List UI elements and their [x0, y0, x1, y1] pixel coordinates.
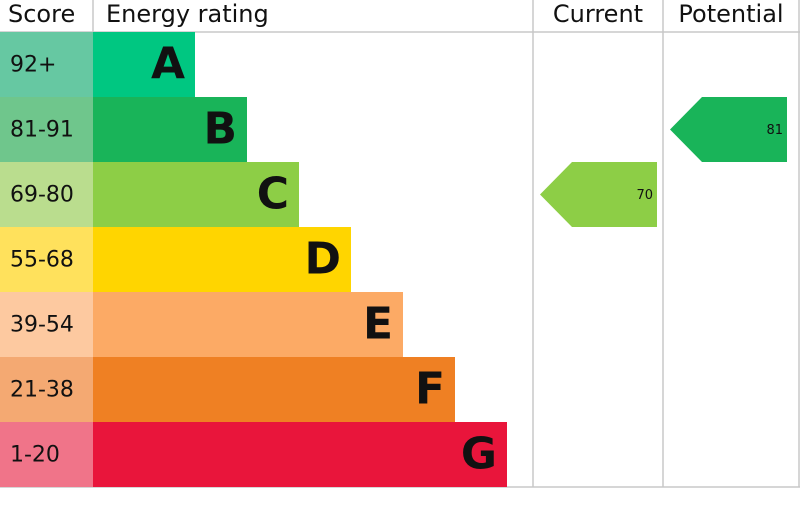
current-arrow [540, 162, 657, 227]
rating-bar [93, 97, 247, 162]
score-cell [0, 162, 93, 227]
score-label: 55-68 [10, 248, 74, 273]
score-cell [0, 422, 93, 487]
score-cell [0, 32, 93, 97]
score-label: 81-91 [10, 118, 74, 143]
rating-bar [93, 162, 299, 227]
rating-bar [93, 357, 455, 422]
potential-arrow [670, 97, 787, 162]
rating-letter: D [304, 234, 341, 285]
rating-letter: F [415, 364, 445, 415]
potential-header: Potential [678, 0, 783, 28]
rating-letter: G [461, 429, 497, 480]
potential-value: 81 [766, 123, 783, 138]
score-cell [0, 227, 93, 292]
rating-bar [93, 32, 195, 97]
current-value: 70 [636, 188, 653, 203]
rating-bar [93, 227, 351, 292]
rating-letter: C [257, 169, 289, 220]
rating-header: Energy rating [106, 0, 269, 28]
score-label: 1-20 [10, 443, 60, 468]
score-cell [0, 292, 93, 357]
score-label: 39-54 [10, 313, 74, 338]
score-cell [0, 357, 93, 422]
score-label: 92+ [10, 53, 56, 78]
rating-letter: B [203, 104, 237, 155]
score-header: Score [8, 0, 75, 28]
rating-letter: E [363, 299, 393, 350]
rating-letter: A [151, 39, 185, 90]
rating-bar [93, 292, 403, 357]
current-header: Current [553, 0, 643, 28]
score-label: 21-38 [10, 378, 74, 403]
score-label: 69-80 [10, 183, 74, 208]
rating-bar [93, 422, 507, 487]
score-cell [0, 97, 93, 162]
